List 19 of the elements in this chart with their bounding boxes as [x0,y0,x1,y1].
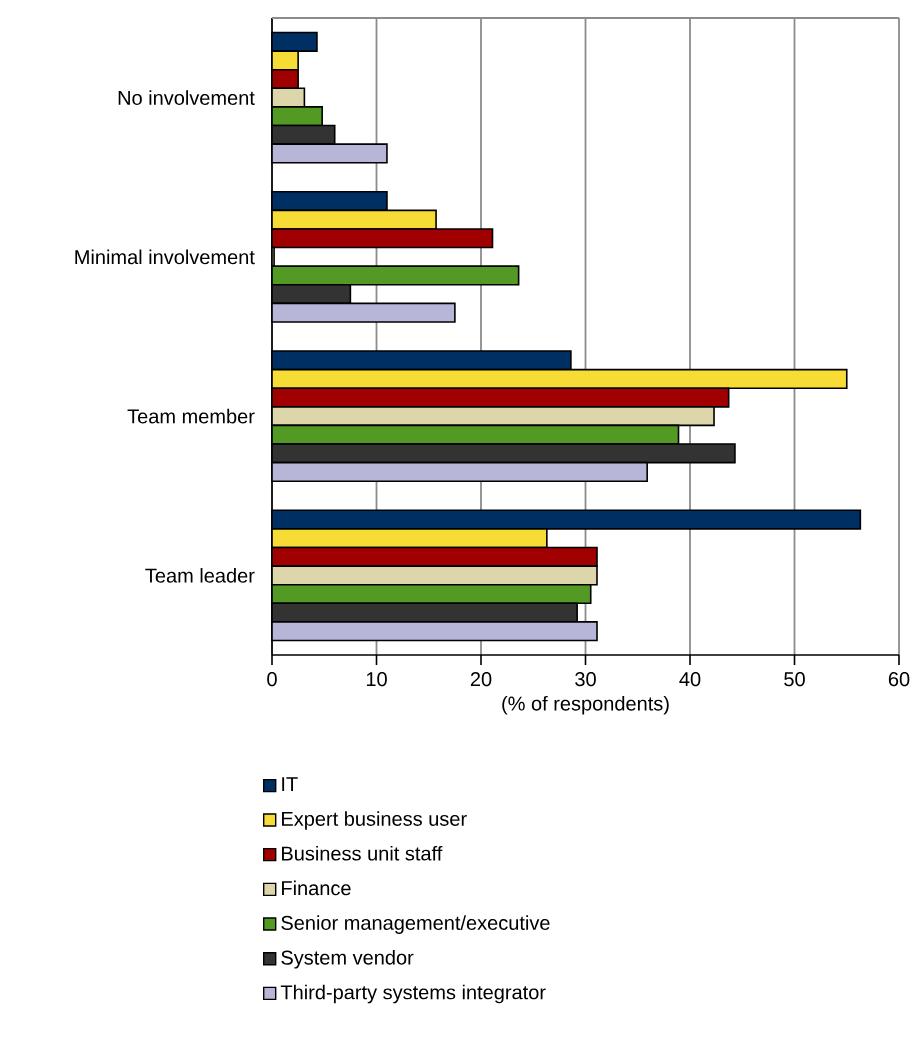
y-tick-label: No involvement [118,90,255,105]
legend-label: System vendor [281,949,414,969]
x-tick-label: 0 [267,672,277,687]
x-tick-label: 50 [784,672,805,687]
legend-label: Business unit staff [282,845,443,861]
y-tick-label: Minimal involvement [75,249,255,265]
y-tick-label: Team member [127,408,255,424]
x-tick-label: 10 [366,672,387,687]
legend-label: Finance [282,880,351,896]
legend-label: IT [282,777,298,792]
x-tick-label: 20 [470,672,492,687]
legend-label: Third-party systems integrator [280,984,546,1004]
x-tick-label: 30 [575,672,596,687]
legend-label: Expert business user [282,811,467,830]
x-tick-label: 40 [679,672,701,687]
y-tick-label: Team leader [145,568,255,583]
legend-label: Senior management/executive [281,915,550,934]
x-axis-title: (% of respondents) [502,695,669,715]
x-tick-label: 60 [888,672,910,687]
